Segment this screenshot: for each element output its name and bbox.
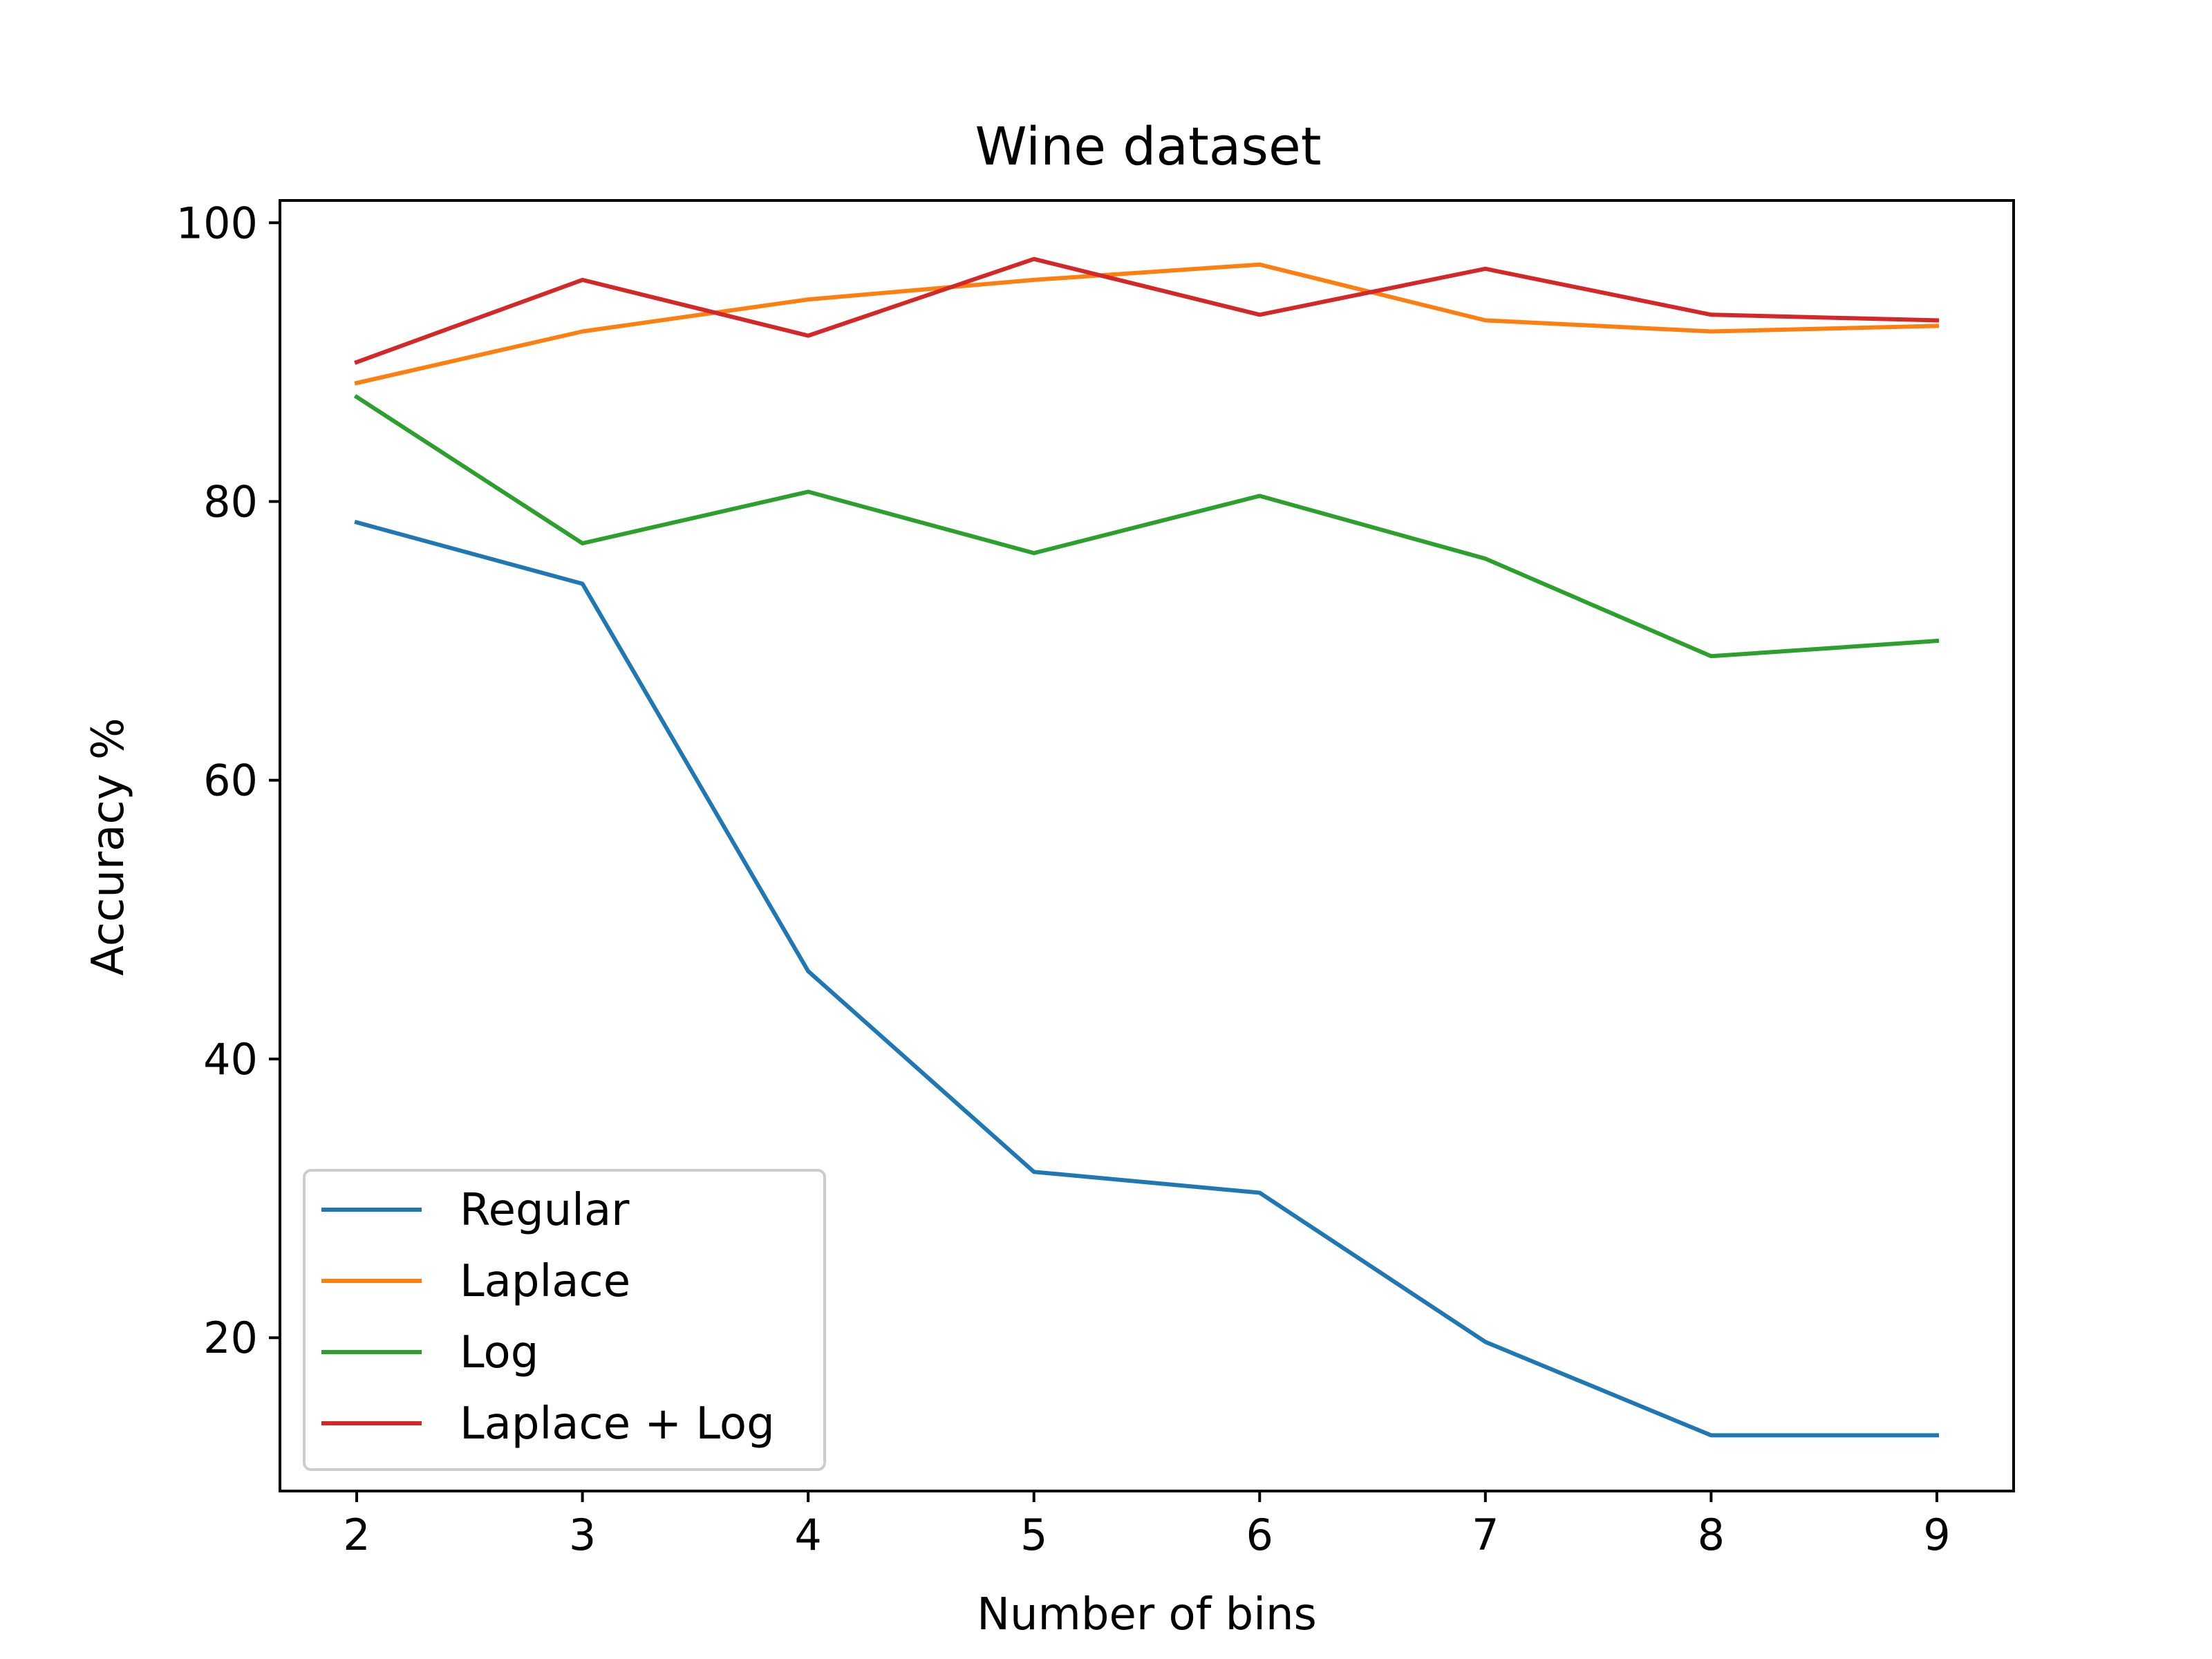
- legend-label-regular: Regular: [460, 1185, 630, 1236]
- legend-label-log: Log: [460, 1327, 538, 1378]
- series-line-regular: [354, 520, 1939, 1438]
- legend-box: [303, 1169, 826, 1471]
- y-tick-label: 40: [203, 1034, 258, 1085]
- x-tick-label: 8: [1698, 1510, 1725, 1560]
- y-axis: 20 40 60 80 100: [176, 198, 280, 1363]
- y-tick-label: 20: [203, 1313, 258, 1363]
- x-axis: 2 3 4 5 6 7 8 9: [343, 1491, 1951, 1560]
- series-lines: [353, 256, 1940, 1438]
- x-tick-label: 7: [1472, 1510, 1499, 1560]
- y-tick-label: 80: [203, 476, 258, 527]
- x-tick-label: 2: [343, 1510, 370, 1560]
- y-axis-label: Accuracy %: [83, 718, 134, 975]
- series-line-laplace-log: [354, 256, 1940, 365]
- legend: Regular Laplace Log Laplace + Log: [303, 1169, 826, 1471]
- x-tick-label: 6: [1246, 1510, 1273, 1560]
- chart-title: Wine dataset: [975, 115, 1321, 177]
- legend-label-laplace: Laplace: [460, 1256, 630, 1307]
- series-line-laplace: [354, 262, 1940, 386]
- legend-label-laplace-log: Laplace + Log: [460, 1398, 775, 1450]
- x-axis-label: Number of bins: [977, 1589, 1317, 1640]
- x-tick-label: 9: [1923, 1510, 1950, 1560]
- y-tick-label: 100: [176, 198, 258, 248]
- y-tick-label: 60: [203, 756, 258, 806]
- x-tick-label: 3: [569, 1510, 596, 1560]
- x-tick-label: 5: [1020, 1510, 1047, 1560]
- series-line-log: [353, 394, 1940, 659]
- x-tick-label: 4: [794, 1510, 821, 1560]
